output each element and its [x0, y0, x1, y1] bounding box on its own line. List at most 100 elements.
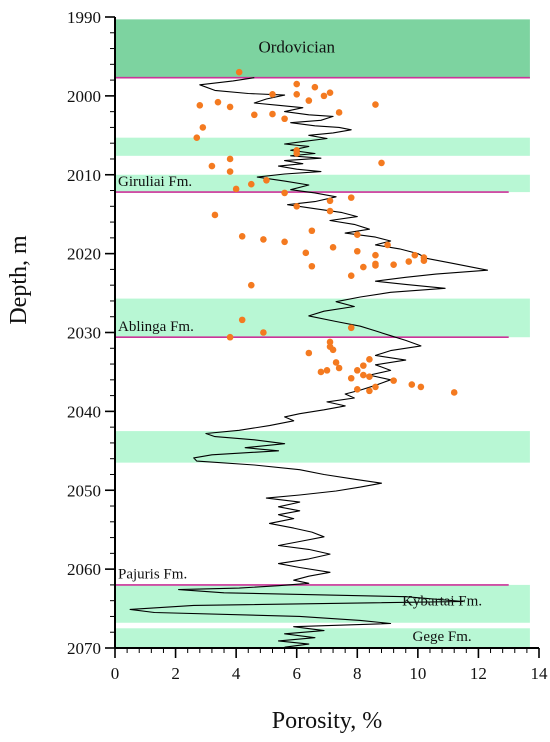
core-point-29 — [326, 197, 334, 205]
core-point-5 — [320, 92, 328, 100]
core-point-50 — [360, 263, 367, 271]
formation-band-3 — [115, 298, 530, 338]
formation-label-3: Pajuris Fm. — [118, 567, 187, 583]
core-point-8 — [196, 102, 204, 109]
core-point-43 — [411, 251, 419, 259]
core-point-36 — [260, 236, 267, 243]
y-tick-label-0: 1990 — [67, 8, 101, 27]
core-point-35 — [238, 232, 246, 240]
y-tick-label-7: 2060 — [67, 560, 101, 579]
core-point-28 — [347, 194, 355, 201]
core-point-33 — [308, 227, 316, 235]
formation-label-0: Ordovician — [258, 37, 335, 56]
core-point-39 — [384, 241, 391, 249]
core-point-76 — [417, 383, 425, 391]
formation-band-4 — [115, 431, 530, 463]
core-point-74 — [372, 383, 379, 391]
core-point-10 — [305, 97, 313, 104]
core-point-77 — [366, 387, 373, 395]
axes: 1990 2000 2010 2020 2030 2040 2050 2060 2070 0 2 4 6… — [67, 8, 548, 683]
formation-band-1 — [115, 137, 530, 156]
formation-labels: Ordovician Giruliai Fm. Ablinga Fm. Pajuris… — [118, 37, 482, 644]
core-point-30 — [293, 203, 301, 210]
core-point-55 — [347, 324, 355, 332]
core-point-7 — [214, 98, 222, 106]
core-point-14 — [281, 115, 288, 123]
core-point-25 — [247, 180, 255, 188]
formation-band-2 — [115, 174, 530, 193]
series-line-porosity-log — [129, 77, 489, 648]
core-point-27 — [281, 189, 288, 197]
x-tick-label-2: 4 — [232, 664, 241, 683]
core-point-62 — [366, 356, 373, 363]
core-point-52 — [347, 272, 355, 280]
y-tick-label-2: 2010 — [67, 166, 101, 185]
core-point-51 — [372, 262, 379, 269]
core-porosity-points — [193, 68, 458, 396]
y-tick-label-3: 2020 — [67, 245, 101, 264]
x-tick-label-0: 0 — [111, 664, 120, 683]
core-point-60 — [305, 349, 313, 357]
core-point-11 — [372, 101, 379, 108]
core-point-26 — [232, 185, 240, 193]
y-tick-label-8: 2070 — [67, 639, 101, 658]
x-tick-label-4: 8 — [353, 664, 362, 683]
core-point-37 — [281, 238, 288, 246]
core-point-57 — [260, 329, 267, 336]
core-point-22 — [208, 162, 216, 170]
x-tick-label-3: 6 — [292, 664, 301, 683]
core-point-61 — [329, 346, 337, 354]
core-point-38 — [329, 244, 337, 251]
core-point-78 — [450, 389, 458, 396]
core-point-64 — [360, 362, 367, 369]
core-point-32 — [211, 211, 219, 219]
x-tick-label-7: 14 — [531, 664, 549, 683]
core-point-48 — [390, 261, 397, 268]
formation-label-2: Ablinga Fm. — [118, 319, 194, 335]
core-point-31 — [326, 207, 334, 215]
core-point-13 — [269, 110, 276, 118]
core-point-73 — [408, 381, 416, 388]
core-point-68 — [317, 368, 325, 376]
core-point-75 — [353, 385, 361, 393]
core-point-6 — [326, 89, 334, 97]
core-point-40 — [302, 249, 310, 257]
y-axis-title: Depth, m — [6, 235, 32, 325]
porosity-log-curve — [129, 77, 489, 648]
x-tick-label-1: 2 — [171, 664, 180, 683]
core-point-24 — [263, 176, 270, 184]
core-point-1 — [293, 80, 301, 88]
core-point-65 — [335, 364, 343, 372]
core-point-34 — [353, 231, 361, 238]
formation-band-6 — [115, 628, 530, 648]
core-point-2 — [311, 83, 319, 91]
core-point-20 — [226, 155, 234, 163]
core-point-72 — [390, 377, 397, 384]
core-point-4 — [293, 90, 301, 98]
y-tick-label-5: 2040 — [67, 402, 101, 421]
formation-label-5: Gege Fm. — [412, 629, 471, 645]
core-point-17 — [193, 134, 201, 141]
core-point-9 — [226, 103, 234, 111]
core-point-71 — [366, 373, 373, 380]
y-tick-label-4: 2030 — [67, 324, 101, 343]
formation-label-4: Kybartai Fm. — [402, 593, 482, 609]
core-point-63 — [332, 359, 340, 366]
core-point-56 — [226, 333, 234, 341]
core-point-12 — [251, 111, 258, 119]
core-point-46 — [405, 258, 413, 265]
formation-label-1: Giruliai Fm. — [118, 174, 192, 190]
core-point-53 — [247, 281, 255, 289]
core-point-23 — [226, 168, 234, 175]
x-axis-title: Porosity, % — [272, 708, 382, 734]
core-point-45 — [420, 257, 428, 265]
core-point-70 — [347, 374, 355, 382]
core-point-3 — [269, 90, 276, 98]
core-point-21 — [378, 159, 385, 167]
y-tick-label-1: 2000 — [67, 87, 101, 106]
core-point-54 — [238, 316, 246, 324]
core-point-66 — [323, 367, 331, 374]
formation-band-0 — [115, 19, 530, 79]
core-point-19 — [293, 150, 301, 157]
